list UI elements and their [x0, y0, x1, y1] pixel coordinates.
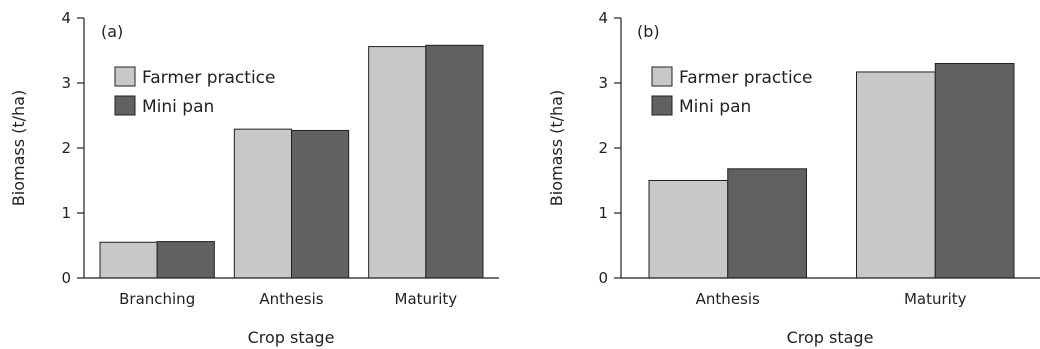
y-tick-label: 3	[598, 74, 608, 92]
bar-mini-pan-anthesis	[291, 129, 350, 279]
y-tick-label: 2	[61, 139, 71, 157]
x-tick-label: Maturity	[395, 290, 458, 308]
y-tick-label: 0	[598, 269, 608, 287]
y-tick-label: 4	[598, 9, 608, 27]
panel-label: (b)	[637, 22, 660, 41]
chart-panel-a: (a) Biomass (t/ha) Crop stage Farmer pra…	[9, 9, 499, 347]
x-tick-label: Anthesis	[696, 290, 760, 308]
x-tick-label: Maturity	[904, 290, 967, 308]
legend-swatch-farmer-practice	[651, 66, 673, 87]
y-tick-label: 4	[61, 9, 71, 27]
legend-label-mini-pan: Mini pan	[142, 97, 214, 117]
bar-farmer-practice-branching	[99, 241, 158, 279]
bar-mini-pan-anthesis	[727, 168, 807, 279]
bar-mini-pan-maturity	[934, 63, 1015, 279]
y-tick-label: 3	[61, 74, 71, 92]
legend-swatch-mini-pan	[651, 95, 673, 116]
bar-farmer-practice-maturity	[856, 71, 936, 279]
legend-label-farmer-practice: Farmer practice	[142, 68, 275, 88]
y-axis-label: Biomass (t/ha)	[547, 90, 566, 206]
panel-label: (a)	[101, 22, 123, 41]
bar-mini-pan-branching	[156, 241, 215, 279]
x-axis-label: Crop stage	[787, 328, 874, 347]
x-axis-label: Crop stage	[248, 328, 335, 347]
legend: Farmer practice Mini pan	[114, 66, 275, 117]
legend-label-mini-pan: Mini pan	[679, 97, 751, 117]
legend-swatch-mini-pan	[114, 95, 136, 116]
y-axis-label: Biomass (t/ha)	[9, 90, 28, 206]
legend: Farmer practice Mini pan	[651, 66, 812, 117]
bar-farmer-practice-maturity	[368, 46, 427, 279]
legend-swatch-farmer-practice	[114, 66, 136, 87]
y-tick-label: 2	[598, 139, 608, 157]
bar-farmer-practice-anthesis	[648, 180, 729, 279]
bar-farmer-practice-anthesis	[233, 128, 292, 279]
legend-label-farmer-practice: Farmer practice	[679, 68, 812, 88]
y-tick-label: 0	[61, 269, 71, 287]
y-tick-label: 1	[598, 204, 608, 222]
bar-mini-pan-maturity	[425, 44, 484, 279]
x-tick-label: Branching	[119, 290, 195, 308]
chart-panel-b: (b) Biomass (t/ha) Crop stage Farmer pra…	[547, 9, 1040, 347]
x-tick-label: Anthesis	[259, 290, 323, 308]
y-tick-label: 1	[61, 204, 71, 222]
